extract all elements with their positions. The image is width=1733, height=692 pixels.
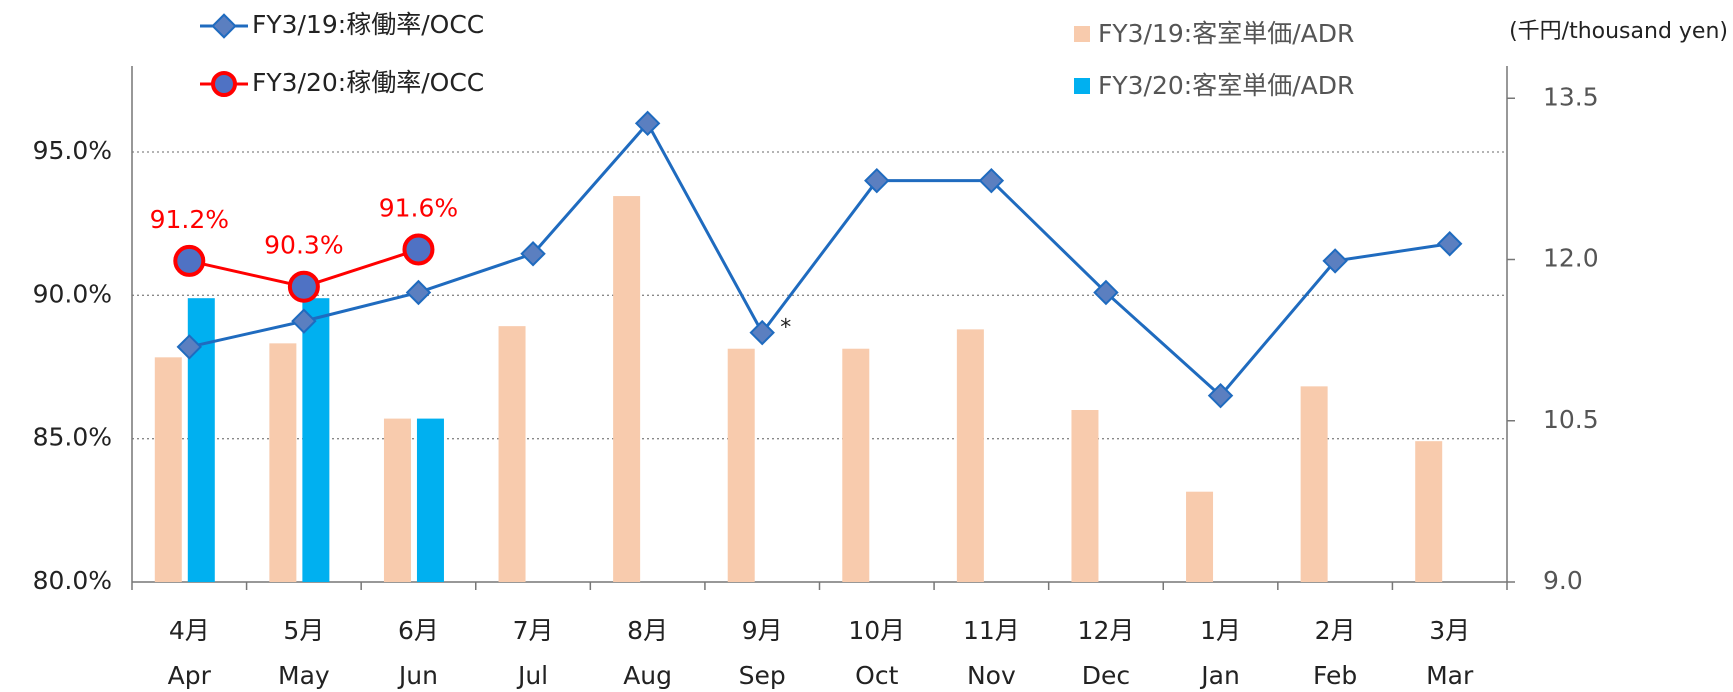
marker: [402, 233, 435, 266]
unit-label: (千円/thousand yen): [1509, 19, 1728, 44]
x-tick-label: 9月: [742, 616, 783, 645]
x-tick-label: 8月: [627, 616, 668, 645]
data-label: 90.3%: [264, 231, 343, 260]
bar: [269, 343, 297, 582]
bar: [1071, 410, 1099, 582]
legend: FY3/19:稼働率/OCC FY3/20:稼働率/OCC FY3/19:客室単…: [200, 10, 1728, 100]
legend-swatch: [1074, 78, 1090, 94]
x-tick-label: 2月: [1315, 616, 1356, 645]
bar: [498, 326, 526, 582]
marker: [405, 279, 432, 306]
bar: [842, 348, 870, 582]
legend-label: FY3/19:客室単価/ADR: [1098, 19, 1354, 48]
x-tick-label: Dec: [1082, 661, 1130, 690]
bar: [383, 418, 411, 582]
legend-label: FY3/19:稼働率/OCC: [252, 10, 484, 39]
legend-label: FY3/20:客室単価/ADR: [1098, 71, 1354, 100]
y-tick-label: 95.0%: [33, 136, 112, 165]
marker: [291, 308, 317, 334]
bar: [302, 298, 330, 582]
x-tick-label: 6月: [398, 616, 439, 645]
marker: [749, 319, 775, 346]
line: [188, 120, 1450, 398]
x-tick-label: 12月: [1078, 616, 1135, 645]
y-tick-label: 85.0%: [33, 423, 112, 452]
x-tick-label: Feb: [1313, 661, 1357, 690]
data-label: 91.2%: [150, 205, 229, 234]
marker: [864, 167, 890, 194]
y2-tick-label: 12.0: [1543, 244, 1599, 273]
y-tick-label: 90.0%: [33, 279, 112, 308]
marker: [176, 334, 203, 360]
bar: [727, 348, 755, 582]
x-tick-label: Sep: [739, 661, 786, 690]
bar: [956, 329, 984, 582]
x-tick-label: 10月: [848, 616, 905, 645]
data-label: 91.6%: [379, 193, 458, 222]
x-tick-label: Nov: [967, 661, 1016, 690]
bar: [613, 196, 641, 582]
marker: [634, 110, 661, 137]
x-tick-label: Jul: [516, 661, 548, 690]
x-tick-label: 1月: [1200, 616, 1241, 645]
marker: [1436, 231, 1463, 257]
marker: [287, 270, 320, 303]
marker: [1322, 248, 1348, 274]
x-tick-label: 7月: [513, 616, 554, 645]
marker: [978, 167, 1005, 194]
x-tick-label: Jan: [1199, 661, 1240, 690]
y-tick-label: 80.0%: [33, 566, 112, 595]
legend-marker: [211, 13, 237, 39]
x-tick-label: Aug: [623, 661, 672, 690]
marker: [1093, 279, 1119, 306]
x-tick-label: 11月: [963, 616, 1020, 645]
bar: [1186, 491, 1214, 582]
annotation: *: [780, 316, 791, 341]
x-tick-label: Jun: [397, 661, 438, 690]
y2-tick-label: 13.5: [1543, 82, 1599, 111]
x-tick-label: May: [278, 661, 330, 690]
x-tick-label: Oct: [855, 661, 898, 690]
y2-tick-label: 9.0: [1543, 566, 1583, 595]
x-tick-label: Apr: [168, 661, 212, 690]
bar: [1300, 386, 1328, 582]
marker: [520, 241, 546, 267]
marker: [1207, 382, 1234, 409]
bar: [154, 357, 182, 582]
legend-swatch: [1074, 26, 1090, 42]
x-tick-label: 3月: [1429, 616, 1470, 645]
x-tick-label: 5月: [283, 616, 324, 645]
bar: [416, 418, 444, 582]
bar: [1415, 441, 1443, 582]
y2-tick-label: 10.5: [1543, 405, 1599, 434]
x-tick-label: Mar: [1426, 661, 1474, 690]
legend-label: FY3/20:稼働率/OCC: [252, 68, 484, 97]
legend-marker: [211, 71, 237, 97]
x-tick-label: 4月: [169, 616, 210, 645]
marker: [173, 244, 206, 277]
